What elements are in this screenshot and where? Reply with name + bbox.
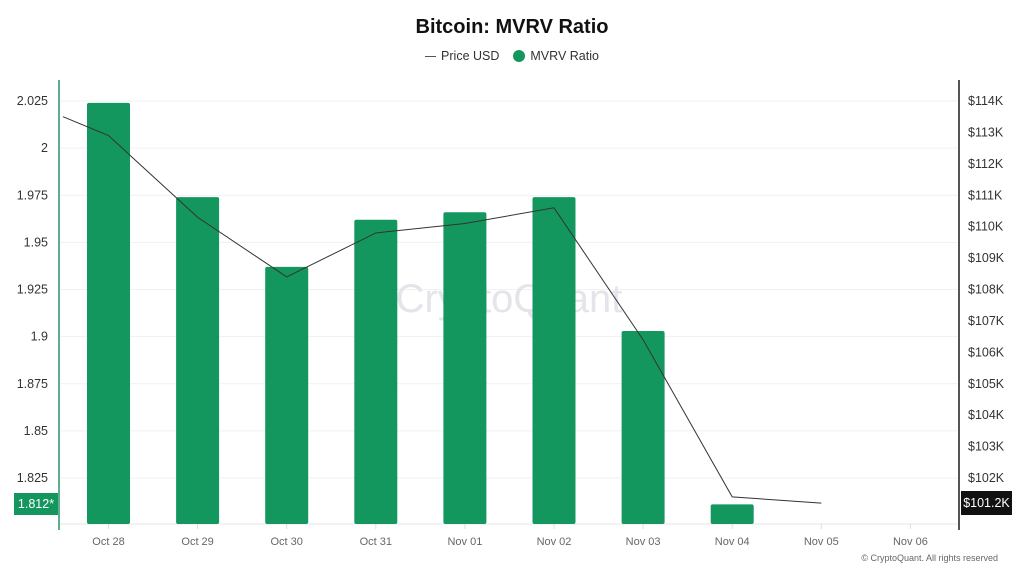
mvrv-bar[interactable] bbox=[532, 197, 576, 524]
mvrv-bar[interactable] bbox=[354, 219, 398, 524]
legend-label-mvrv: MVRV Ratio bbox=[530, 49, 599, 63]
price-line bbox=[62, 116, 822, 504]
x-axis-label: Nov 06 bbox=[893, 536, 928, 548]
mvrv-bar[interactable] bbox=[443, 212, 487, 524]
right-axis-tick: $109K bbox=[968, 251, 1005, 265]
legend-item-mvrv[interactable]: MVRV Ratio bbox=[513, 49, 599, 63]
right-axis-tick: $108K bbox=[968, 283, 1005, 297]
x-axis-label: Oct 31 bbox=[360, 536, 392, 548]
right-axis-tick: $112K bbox=[968, 157, 1004, 171]
mvrv-bar[interactable] bbox=[710, 504, 754, 524]
left-axis-tick: 2.025 bbox=[17, 94, 48, 108]
x-axis-label: Oct 30 bbox=[270, 536, 302, 548]
right-axis-tick: $103K bbox=[968, 440, 1005, 454]
current-price-marker: $101.2K bbox=[961, 491, 1012, 515]
left-axis-tick: 1.95 bbox=[24, 235, 48, 249]
right-axis-tick: $102K bbox=[968, 471, 1005, 485]
x-axis-label: Oct 29 bbox=[181, 536, 213, 548]
legend-label-price: Price USD bbox=[441, 49, 500, 63]
mvrv-bar[interactable] bbox=[265, 266, 309, 524]
left-axis-tick: 1.925 bbox=[17, 283, 48, 297]
mvrv-bar[interactable] bbox=[87, 102, 130, 524]
left-axis-tick: 1.975 bbox=[17, 188, 48, 202]
right-axis-tick: $111K bbox=[968, 188, 1003, 202]
left-axis-tick: 1.875 bbox=[17, 377, 48, 391]
copyright-text: © CryptoQuant. All rights reserved bbox=[861, 553, 998, 563]
chart-title: Bitcoin: MVRV Ratio bbox=[415, 16, 609, 38]
legend-item-price[interactable]: Price USD bbox=[425, 49, 499, 63]
line-swatch-icon bbox=[425, 55, 437, 57]
watermark: CryptoQuant bbox=[396, 277, 623, 321]
right-axis-tick: $106K bbox=[968, 345, 1005, 359]
x-axis-label: Nov 05 bbox=[804, 536, 839, 548]
right-axis-tick: $113K bbox=[968, 125, 1004, 139]
right-axis-tick: $104K bbox=[968, 408, 1005, 422]
right-axis-tick: $105K bbox=[968, 377, 1005, 391]
left-axis-tick: 1.825 bbox=[17, 471, 48, 485]
legend: Price USD MVRV Ratio bbox=[0, 49, 1024, 63]
x-axis-label: Oct 28 bbox=[92, 536, 124, 548]
dot-swatch-icon bbox=[513, 50, 526, 62]
current-mvrv-marker: 1.812* bbox=[14, 493, 58, 515]
x-axis-label: Nov 02 bbox=[537, 536, 572, 548]
right-axis-tick: $110K bbox=[968, 220, 1004, 234]
right-axis-tick: $114K bbox=[968, 94, 1004, 108]
mvrv-bar[interactable] bbox=[176, 197, 220, 524]
left-axis-tick: 2 bbox=[41, 141, 48, 155]
left-axis-tick: 1.85 bbox=[24, 424, 48, 438]
x-axis-label: Nov 03 bbox=[626, 536, 661, 548]
left-axis-tick: 1.9 bbox=[31, 330, 48, 344]
x-axis-label: Nov 04 bbox=[715, 536, 750, 548]
right-axis-tick: $107K bbox=[968, 314, 1005, 328]
mvrv-bar[interactable] bbox=[621, 330, 665, 524]
x-axis-label: Nov 01 bbox=[447, 536, 482, 548]
